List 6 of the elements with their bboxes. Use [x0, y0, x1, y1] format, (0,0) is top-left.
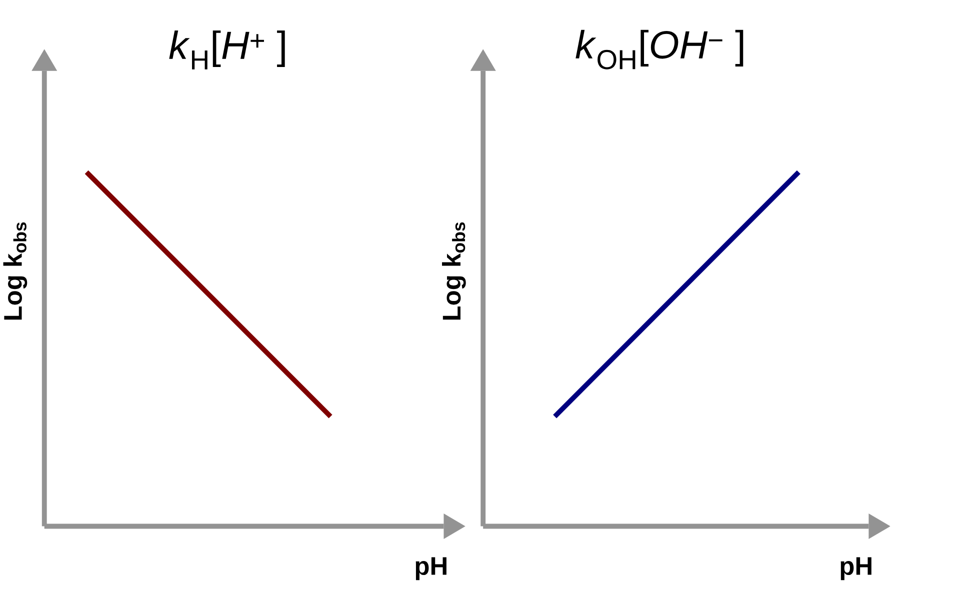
- y-axis-title: Log k$_{obs}$: [3, 222, 28, 320]
- x-axis-title: pH: [840, 557, 872, 580]
- x-axis-title: pH: [416, 557, 446, 580]
- y-axis-title: Log k$_{obs}$: [442, 222, 466, 320]
- chart-title: k$_{H}$[H$^{+}$ ]: [169, 30, 285, 70]
- chart-title: k$_{OH}$[OH$^{−}$ ]: [576, 30, 744, 70]
